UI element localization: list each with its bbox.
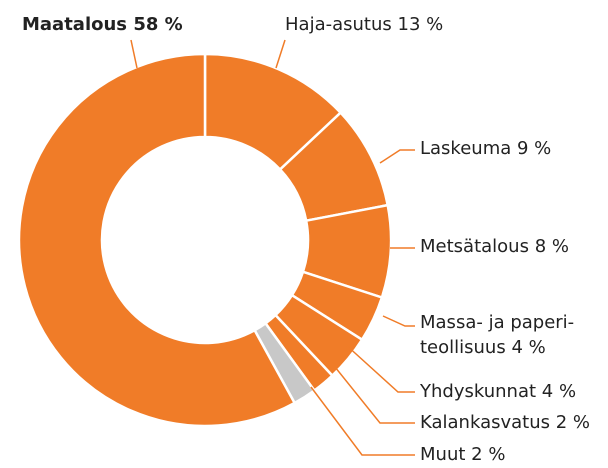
category-name: Massa- ja paperi- teollisuus	[420, 312, 575, 358]
leader-line	[330, 361, 415, 424]
slice-label: Kalankasvatus 2 %	[420, 410, 590, 435]
slice-label: Muut 2 %	[420, 442, 505, 467]
category-name: Metsätalous	[420, 236, 529, 257]
leader-line	[344, 343, 415, 393]
leader-line	[382, 315, 415, 327]
value-label: 9 %	[517, 138, 552, 159]
category-name: Yhdyskunnat	[420, 381, 537, 402]
category-name: Maatalous	[22, 14, 128, 35]
category-name: Muut	[420, 444, 466, 465]
leader-line	[130, 39, 138, 69]
value-label: 58 %	[133, 14, 183, 35]
value-label: 2 %	[555, 412, 591, 433]
category-name: Kalankasvatus	[420, 412, 550, 433]
category-name: Laskeuma	[420, 138, 512, 159]
category-name: Haja-asutus	[285, 14, 392, 35]
value-label: 4 %	[511, 337, 546, 358]
slice-label: Metsätalous 8 %	[420, 234, 569, 259]
leader-line	[275, 39, 286, 69]
slice-label: Yhdyskunnat 4 %	[420, 379, 576, 404]
value-label: 8 %	[534, 236, 569, 257]
leader-line	[379, 149, 415, 164]
slice-label: Laskeuma 9 %	[420, 136, 551, 161]
slice-label: Massa- ja paperi- teollisuus 4 %	[420, 310, 574, 360]
value-label: 13 %	[397, 14, 444, 35]
slice-label: Maatalous 58 %	[22, 12, 183, 37]
leader-line	[310, 386, 415, 456]
value-label: 4 %	[541, 381, 577, 402]
value-label: 2 %	[471, 444, 506, 465]
slice-label: Haja-asutus 13 %	[285, 12, 443, 37]
slice	[17, 52, 297, 428]
